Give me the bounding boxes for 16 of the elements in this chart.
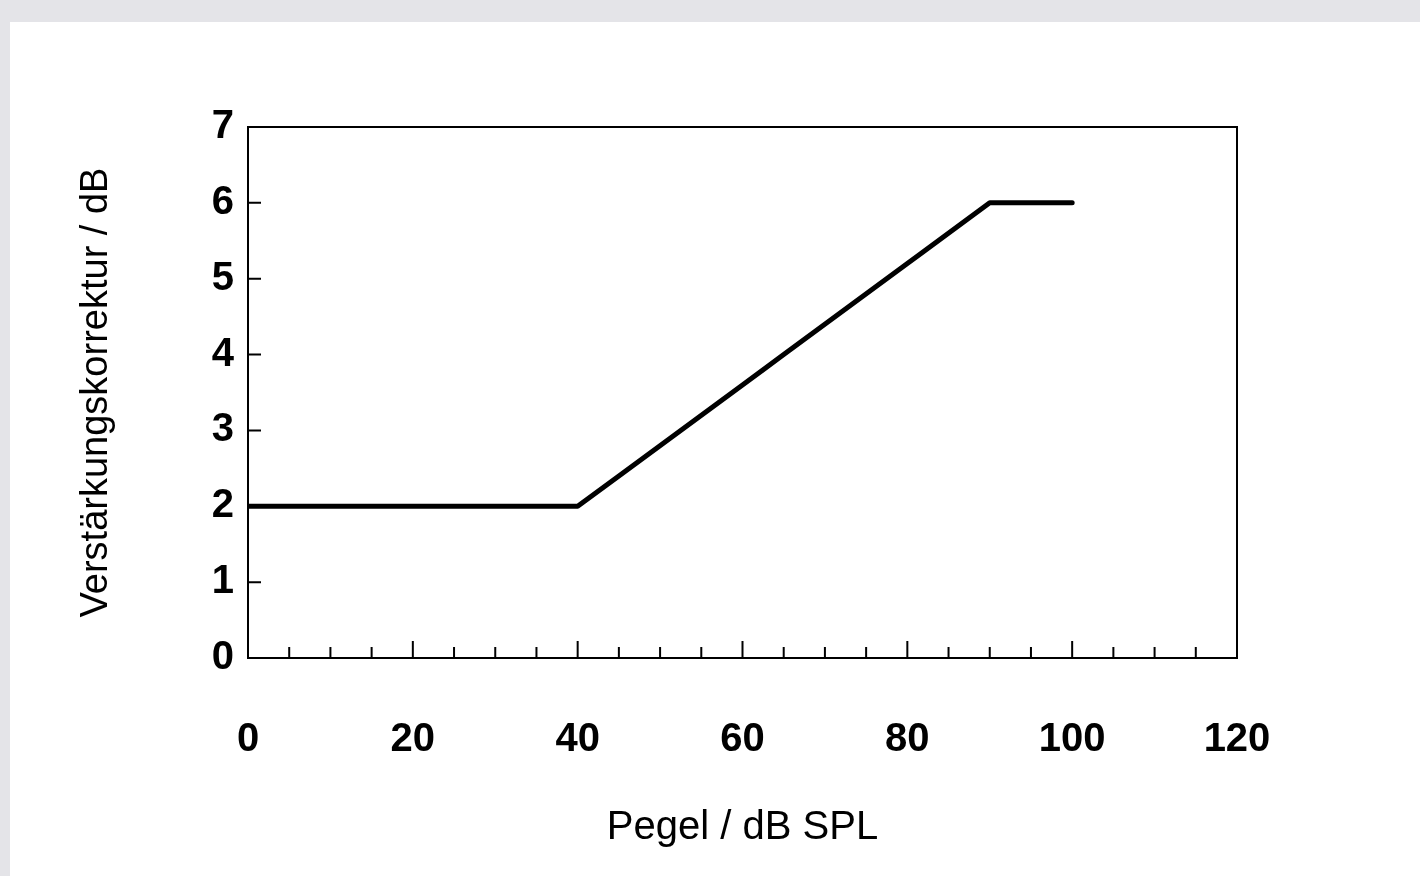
y-tick-label: 2: [211, 481, 234, 526]
y-tick-label: 7: [211, 102, 234, 147]
x-tick-label: 80: [885, 715, 930, 760]
y-axis-title: Verstärkungskorrektur / dB: [73, 167, 116, 618]
y-tick-label: 4: [211, 329, 235, 374]
y-tick-label: 5: [211, 253, 234, 298]
y-tick-label: 0: [211, 633, 234, 678]
y-tick-label: 6: [211, 177, 234, 222]
y-tick-label: 1: [211, 557, 234, 602]
y-tick-label: 3: [211, 405, 234, 450]
x-axis-title: Pegel / dB SPL: [606, 803, 879, 848]
x-tick-label: 40: [555, 715, 600, 760]
x-tick-label: 120: [1203, 715, 1271, 760]
x-tick-label: 100: [1038, 715, 1106, 760]
x-tick-label: 20: [390, 715, 436, 760]
x-tick-label: 60: [720, 715, 765, 760]
